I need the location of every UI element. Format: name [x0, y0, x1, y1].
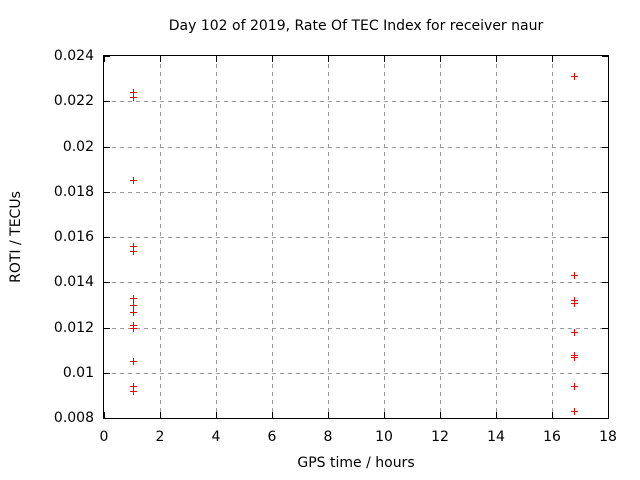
x-tick-label: 8	[323, 429, 333, 445]
x-tick-label: 12	[431, 429, 449, 445]
data-point-marker	[130, 94, 137, 101]
x-tick-label: 18	[599, 429, 617, 445]
data-point-marker	[130, 358, 137, 365]
data-point-marker	[571, 300, 578, 307]
y-tick-label: 0.024	[53, 48, 94, 64]
y-tick-label: 0.014	[53, 274, 94, 291]
data-point-marker	[571, 408, 578, 415]
x-axis-title: GPS time / hours	[297, 455, 415, 471]
chart-title: Day 102 of 2019, Rate Of TEC Index for r…	[168, 18, 544, 34]
y-tick-label: 0.012	[53, 319, 94, 336]
plot-area	[103, 55, 609, 419]
data-point-marker	[571, 354, 578, 361]
x-tick-label: 16	[543, 429, 561, 445]
data-point-marker	[571, 73, 578, 80]
data-point-marker	[130, 388, 137, 395]
x-tick-label: 2	[155, 429, 165, 445]
y-tick-label: 0.01	[62, 364, 94, 381]
y-tick-label: 0.022	[53, 93, 94, 110]
data-point-marker	[130, 302, 137, 309]
y-tick-label: 0.016	[53, 229, 94, 245]
x-tick-label: 10	[375, 429, 393, 445]
data-point-marker	[571, 272, 578, 279]
y-tick-label: 0.02	[62, 138, 94, 155]
plot-svg	[104, 56, 608, 418]
data-point-marker	[571, 383, 578, 390]
y-tick-label: 0.018	[53, 183, 94, 200]
x-tick-label: 0	[99, 429, 109, 445]
x-tick-label: 6	[267, 429, 277, 445]
data-point-marker	[130, 295, 137, 302]
data-point-marker	[130, 248, 137, 255]
x-tick-label: 14	[487, 429, 505, 445]
data-point-marker	[130, 309, 137, 316]
data-point-marker	[130, 325, 137, 332]
y-tick-label: 0.008	[53, 410, 94, 426]
x-tick-label: 4	[211, 429, 221, 445]
data-point-marker	[571, 329, 578, 336]
data-point-marker	[130, 177, 137, 184]
